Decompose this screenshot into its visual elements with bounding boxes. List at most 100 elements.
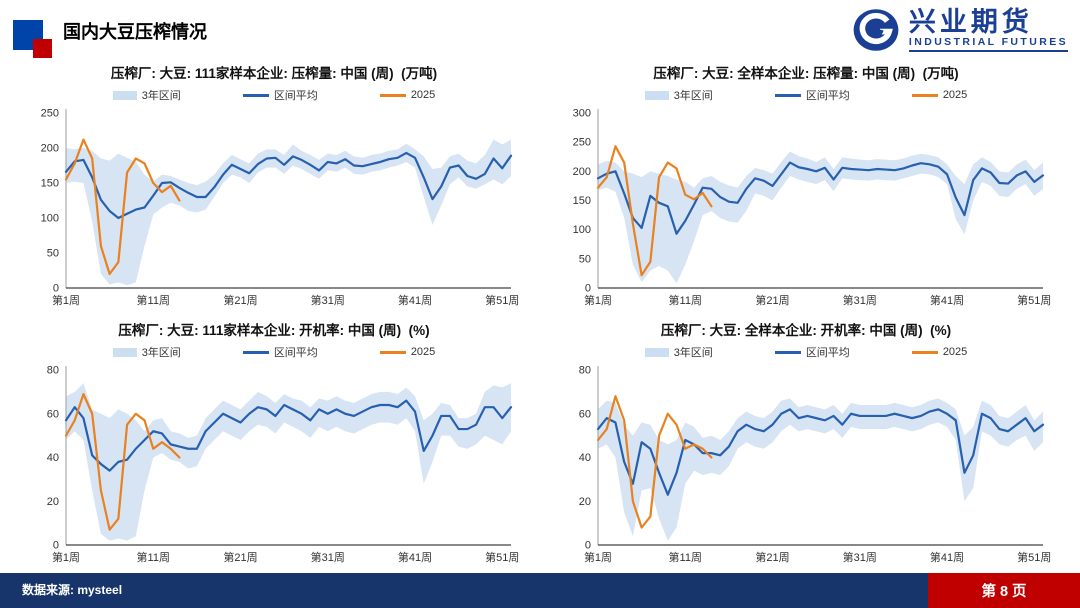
chart-panel-operating-rate-full-sample: 压榨厂: 大豆: 全样本企业: 开机率: 中国 (周) (%) 3年区间 区间平…: [540, 313, 1072, 570]
y-tick-label: 150: [572, 195, 590, 207]
chart-canvas: 0 20 40 60 80 第1周 第11周 第21周 第31周 第41周 第51周: [578, 365, 1051, 565]
y-tick-label: 200: [572, 166, 590, 178]
x-tick-label: 第1周: [51, 293, 79, 307]
current-year-line: [64, 138, 181, 276]
current-year-line-swatch-icon: [379, 350, 406, 354]
footer-bar: 数据来源: mysteel 第 8 页: [0, 573, 1080, 608]
legend-range-label: 3年区间: [673, 347, 713, 359]
legend-current-label: 2025: [942, 89, 968, 101]
legend-avg-label: 区间平均: [273, 347, 318, 359]
range-band-swatch-icon: [644, 347, 669, 357]
header: 国内大豆压榨情况 兴业期货 INDUSTRIAL FUTURES: [0, 0, 1080, 58]
range-band-swatch-icon: [644, 90, 669, 100]
x-tick-label: 第51周: [485, 550, 519, 564]
avg-line: [596, 408, 1044, 496]
x-tick-label: 第51周: [1017, 550, 1051, 564]
y-tick-label: 100: [40, 213, 58, 225]
data-source-label: 数据来源: mysteel: [22, 583, 123, 597]
y-tick-label: 80: [46, 365, 58, 377]
logo-text: 兴业期货 INDUSTRIAL FUTURES: [908, 7, 1068, 53]
legend-current-label: 2025: [942, 346, 968, 358]
y-tick-label: 250: [572, 137, 590, 149]
x-tick-label: 第41周: [397, 550, 431, 564]
y-tick-label: 20: [46, 496, 58, 508]
y-tick-label: 150: [40, 178, 58, 190]
x-tick-label: 第21周: [223, 550, 257, 564]
y-tick-label: 300: [572, 108, 590, 120]
x-tick-label: 第41周: [397, 293, 431, 307]
range-band-area: [597, 151, 1043, 284]
x-tick-label: 第41周: [929, 293, 963, 307]
page-number-badge: 第 8 页: [928, 573, 1080, 608]
charts-grid: 压榨厂: 大豆: 111家样本企业: 压榨量: 中国 (周) (万吨) 3年区间…: [8, 56, 1072, 570]
x-tick-label: 第41周: [929, 550, 963, 564]
x-tick-label: 第21周: [223, 293, 257, 307]
page-title: 国内大豆压榨情况: [63, 22, 207, 42]
x-tick-label: 第21周: [755, 293, 789, 307]
y-tick-label: 0: [584, 540, 590, 552]
x-tick-label: 第31周: [310, 293, 344, 307]
company-logo: 兴业期货 INDUSTRIAL FUTURES: [851, 6, 1068, 54]
legend-range-label: 3年区间: [141, 90, 181, 102]
chart-panel-operating-rate-111-sample: 压榨厂: 大豆: 111家样本企业: 开机率: 中国 (周) (%) 3年区间 …: [8, 313, 540, 570]
y-tick-label: 100: [572, 224, 590, 236]
chart-panel-crush-volume-111-sample: 压榨厂: 大豆: 111家样本企业: 压榨量: 中国 (周) (万吨) 3年区间…: [8, 56, 540, 313]
legend-avg-label: 区间平均: [805, 90, 850, 102]
chart-title: 压榨厂: 大豆: 111家样本企业: 压榨量: 中国 (周) (万吨): [110, 66, 438, 81]
chart-title: 压榨厂: 大豆: 全样本企业: 压榨量: 中国 (周) (万吨): [653, 66, 959, 81]
y-tick-label: 40: [578, 452, 590, 464]
x-tick-label: 第11周: [668, 550, 701, 564]
chart-canvas: 0 20 40 60 80 第1周 第11周 第21周 第31周 第41周 第51周: [46, 365, 519, 565]
legend-range-label: 3年区间: [141, 347, 181, 359]
y-tick-label: 50: [46, 248, 58, 260]
y-tick-label: 200: [40, 143, 58, 155]
x-tick-label: 第11周: [136, 293, 169, 307]
chart-canvas: 0 50 100 150 200 250 第1周 第11周 第21周 第31周 第41周 第51周: [40, 108, 519, 308]
range-band-swatch-icon: [112, 347, 137, 357]
range-band-area: [65, 139, 511, 286]
x-tick-label: 第11周: [136, 550, 169, 564]
x-tick-label: 第51周: [1017, 293, 1051, 307]
logo-swirl-icon: [853, 9, 899, 51]
current-year-line: [596, 145, 713, 277]
x-tick-label: 第1周: [583, 550, 611, 564]
range-band-area: [65, 383, 511, 541]
legend-avg-label: 区间平均: [273, 90, 318, 102]
chart-legend: 3年区间 区间平均 2025: [644, 344, 968, 360]
current-year-line-swatch-icon: [379, 93, 406, 97]
current-year-line-swatch-icon: [911, 350, 938, 354]
chart-legend: 3年区间 区间平均 2025: [112, 87, 435, 103]
chart-title: 压榨厂: 大豆: 111家样本企业: 开机率: 中国 (周) (%): [118, 323, 430, 338]
x-tick-label: 第31周: [310, 550, 344, 564]
avg-line-swatch-icon: [242, 350, 269, 354]
chart-plot: 0 20 40 60 80 第1周 第11周 第21周 第31周 第41周 第51周: [22, 362, 527, 567]
y-tick-label: 250: [40, 108, 58, 120]
logo-english-name: INDUSTRIAL FUTURES: [908, 36, 1068, 53]
avg-line-swatch-icon: [774, 350, 801, 354]
y-tick-label: 80: [578, 365, 590, 377]
legend-range-label: 3年区间: [673, 90, 713, 102]
y-tick-label: 20: [578, 496, 590, 508]
page-number: 第 8 页: [981, 584, 1027, 600]
x-tick-label: 第51周: [485, 293, 519, 307]
x-tick-label: 第31周: [842, 550, 876, 564]
current-year-line: [596, 395, 713, 529]
x-tick-label: 第1周: [583, 293, 611, 307]
y-tick-label: 50: [578, 253, 590, 265]
current-year-line-swatch-icon: [911, 93, 938, 97]
chart-title: 压榨厂: 大豆: 全样本企业: 开机率: 中国 (周) (%): [660, 323, 952, 338]
title-bullet-red-square: [33, 39, 52, 58]
avg-line: [596, 161, 1044, 235]
avg-line-swatch-icon: [774, 93, 801, 97]
x-tick-label: 第31周: [842, 293, 876, 307]
avg-line: [64, 399, 512, 472]
range-band-area: [597, 398, 1043, 541]
y-tick-label: 60: [578, 408, 590, 420]
x-tick-label: 第11周: [668, 293, 701, 307]
legend-current-label: 2025: [410, 346, 436, 358]
chart-plot: 0 50 100 150 200 250 第1周 第11周 第21周 第31周 第41周 第51周: [22, 105, 527, 310]
legend-avg-label: 区间平均: [805, 347, 850, 359]
x-tick-label: 第1周: [51, 550, 79, 564]
current-year-line: [64, 392, 181, 531]
y-tick-label: 40: [46, 452, 58, 464]
